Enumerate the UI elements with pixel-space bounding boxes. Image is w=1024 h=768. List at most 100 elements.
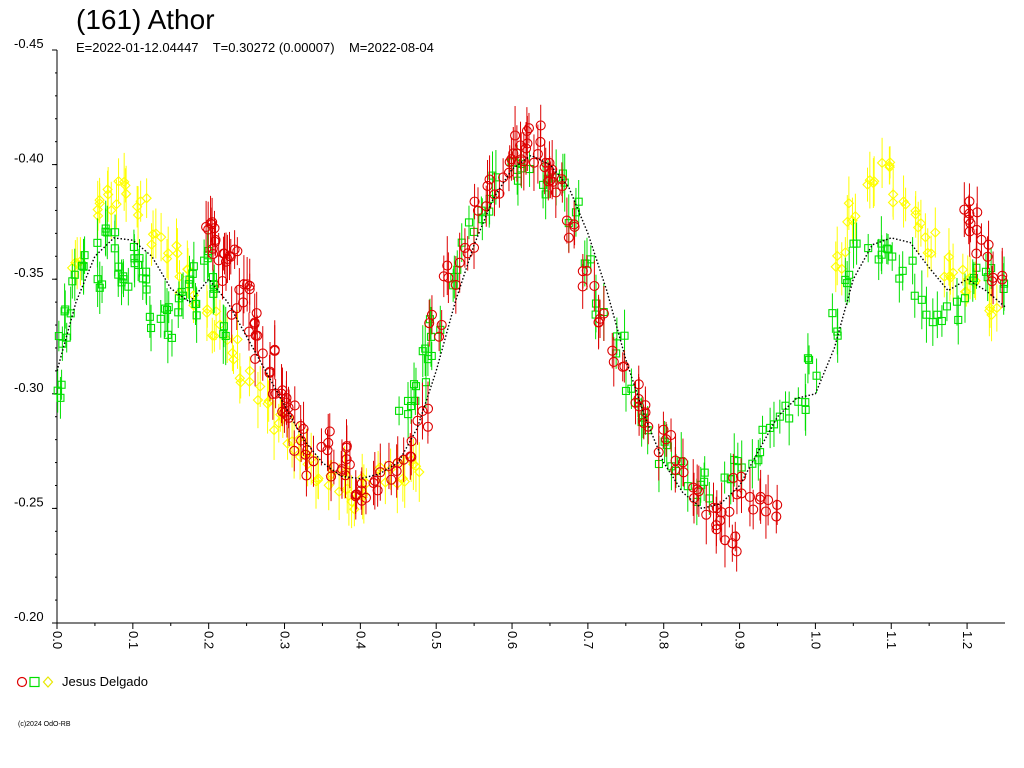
data-point-circle: [508, 148, 519, 159]
data-point-circle: [298, 423, 309, 434]
data-point-circle: [205, 218, 216, 229]
data-point-circle: [375, 467, 386, 478]
data-point-diamond: [842, 216, 853, 228]
data-point-diamond: [876, 157, 888, 169]
data-point-square: [999, 284, 1008, 294]
data-point-circle: [242, 279, 253, 290]
data-point-diamond: [202, 304, 213, 315]
data-point-square: [928, 318, 937, 327]
data-point-circle: [356, 495, 367, 506]
data-point-circle: [391, 465, 402, 477]
legend: Jesus Delgado: [16, 674, 148, 689]
data-point-diamond: [102, 189, 114, 200]
data-point-diamond: [961, 286, 972, 297]
data-point-diamond: [235, 377, 246, 388]
data-point-square: [942, 302, 951, 311]
y-tick-label: -0.30: [14, 380, 44, 395]
data-point-circle: [736, 471, 747, 482]
data-point-diamond: [868, 177, 879, 189]
data-point-square: [833, 327, 842, 336]
data-point-diamond: [118, 176, 130, 188]
data-point-square: [922, 310, 931, 319]
data-point-circle: [264, 367, 275, 378]
data-point-circle: [577, 266, 588, 277]
data-point-circle: [598, 308, 609, 319]
data-point-circle: [630, 397, 641, 408]
data-point-square: [174, 308, 183, 317]
data-point-diamond: [957, 264, 969, 275]
data-point-diamond: [399, 476, 410, 487]
data-point-circle: [251, 308, 262, 319]
fit-curve: [56, 154, 1006, 510]
data-point-square: [843, 279, 852, 288]
data-point-circle: [322, 445, 333, 456]
data-point-circle: [724, 506, 735, 517]
data-point-circle: [545, 175, 556, 186]
data-point-diamond: [922, 247, 934, 259]
data-point-circle: [677, 457, 689, 468]
data-point-circle: [300, 449, 311, 460]
data-point-circle: [217, 276, 228, 287]
data-point-circle: [340, 470, 351, 481]
data-point-diamond: [397, 473, 409, 484]
data-point-diamond: [884, 161, 895, 173]
data-point-circle: [454, 257, 465, 268]
data-point-circle: [244, 284, 255, 295]
data-point-circle: [522, 138, 533, 149]
data-point-square: [852, 239, 861, 248]
data-point-circle: [231, 303, 242, 314]
data-point-square: [560, 178, 569, 187]
data-point-circle: [653, 447, 664, 458]
data-point-square: [491, 173, 500, 182]
data-point-circle: [422, 421, 433, 432]
data-point-circle: [289, 445, 300, 456]
data-point-square: [93, 275, 102, 284]
data-point-diamond: [120, 180, 131, 191]
data-point-diamond: [862, 179, 873, 190]
data-point-square: [464, 218, 474, 227]
data-point-circle: [250, 353, 261, 364]
data-point-circle: [283, 402, 294, 413]
data-point-square: [882, 244, 891, 253]
data-point-circle: [997, 274, 1008, 285]
x-tick-label: 1.2: [960, 631, 975, 649]
data-point-circle: [468, 242, 480, 253]
data-point-square: [421, 378, 431, 387]
data-point-square: [884, 245, 893, 254]
data-point-diamond: [268, 424, 280, 436]
data-point-square: [952, 297, 962, 306]
data-point-square: [203, 251, 212, 260]
data-point-square: [954, 315, 963, 325]
data-point-square: [189, 262, 198, 271]
data-point-diamond: [346, 496, 357, 507]
x-tick-label: 0.9: [733, 631, 748, 649]
x-tick-label: 0.2: [202, 631, 217, 649]
data-point-circle: [547, 164, 558, 175]
data-point-circle: [417, 406, 428, 417]
data-point-circle: [386, 474, 397, 485]
data-point-square: [60, 307, 69, 316]
x-tick-label: 0.5: [429, 631, 444, 649]
data-point-circle: [520, 143, 532, 154]
data-point-diamond: [254, 381, 266, 392]
data-point-circle: [436, 319, 447, 330]
data-point-circle: [369, 475, 380, 486]
data-point-square: [79, 262, 88, 271]
data-point-square: [219, 330, 228, 339]
data-point-circle: [640, 400, 651, 411]
data-point-square: [162, 305, 172, 315]
data-point-circle: [301, 470, 312, 481]
data-point-circle: [472, 205, 484, 216]
data-point-circle: [643, 421, 654, 432]
data-point-diamond: [843, 197, 855, 209]
data-point-diamond: [887, 189, 899, 200]
data-point-circle: [392, 457, 403, 469]
data-point-circle: [965, 218, 976, 229]
data-point-circle: [619, 361, 630, 372]
data-point-square: [145, 312, 154, 321]
data-point-square: [571, 208, 580, 217]
data-point-square: [864, 244, 873, 253]
data-point-square: [185, 275, 194, 284]
data-point-diamond: [171, 240, 182, 251]
